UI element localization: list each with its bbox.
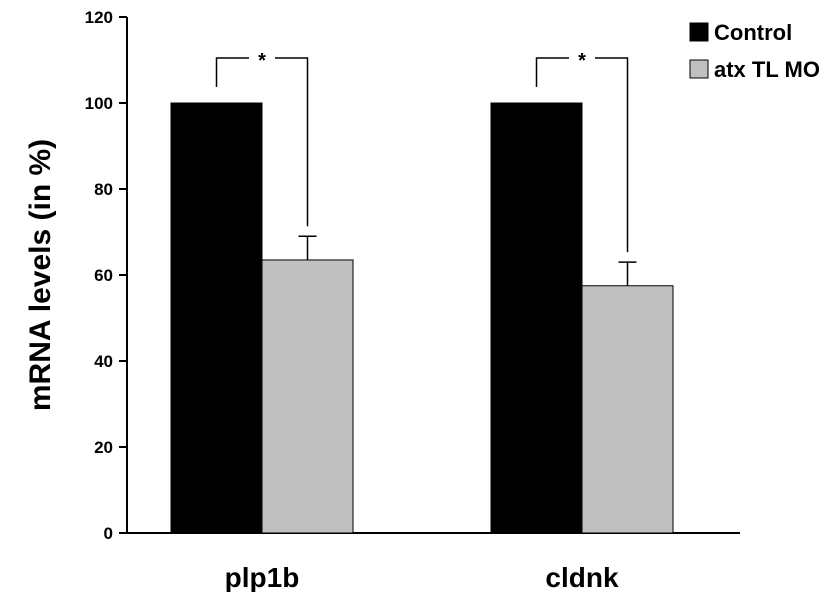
y-tick-label: 0 [104, 524, 113, 543]
legend-swatch-atx-tl-mo [689, 59, 709, 79]
y-tick-label: 120 [85, 8, 113, 27]
significance-star: * [258, 50, 266, 72]
significance-gap [569, 54, 595, 62]
bar-plp1b-control [170, 102, 263, 534]
x-category-label: plp1b [225, 562, 300, 592]
y-tick-label: 80 [94, 180, 113, 199]
y-axis-title: mRNA levels (in %) [24, 139, 57, 411]
y-tick-label: 20 [94, 438, 113, 457]
legend-label-atx-tl-mo: atx TL MO [714, 57, 820, 82]
bar-cldnk-control [490, 102, 583, 534]
bar-cldnk-atx-tl-mo [581, 285, 674, 534]
significance-gap [249, 54, 275, 62]
significance-star: * [578, 50, 586, 72]
legend: Control atx TL MO [689, 20, 820, 82]
legend-label-control: Control [714, 20, 792, 45]
y-tick-label: 60 [94, 266, 113, 285]
x-category-label: cldnk [545, 562, 619, 592]
legend-swatch-control [689, 22, 709, 42]
bar-plp1b-atx-tl-mo [261, 259, 354, 534]
plot-area: 0 20 40 60 80 100 120 plp1b cldnk * * [85, 8, 740, 592]
y-tick-label: 100 [85, 94, 113, 113]
y-tick-label: 40 [94, 352, 113, 371]
